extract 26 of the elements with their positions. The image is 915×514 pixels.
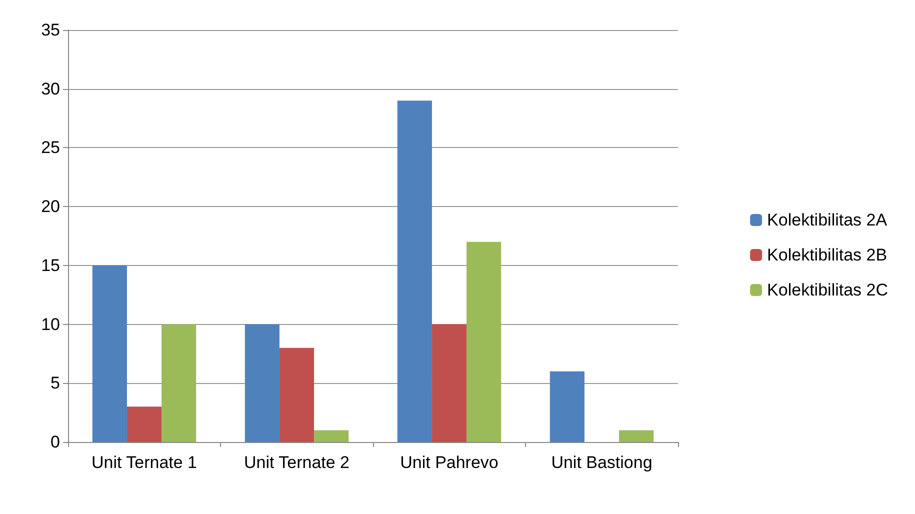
y-tick-label: 15 (41, 256, 60, 275)
bar (550, 371, 584, 442)
bar (126, 406, 162, 442)
bar (397, 100, 432, 442)
y-tick-label: 25 (41, 138, 60, 158)
bar (432, 324, 467, 442)
y-tick-label: 5 (50, 374, 60, 393)
bar (314, 430, 349, 442)
bar (466, 242, 502, 442)
x-tick-label: Unit Bastiong (551, 453, 652, 472)
y-tick-label: 30 (41, 79, 60, 98)
legend-label: Kolektibilitas 2B (767, 246, 888, 264)
bar (162, 324, 196, 442)
y-tick-label: 20 (41, 197, 60, 216)
y-tick-label: 10 (41, 314, 60, 334)
x-tick-label: Unit Ternate 1 (91, 453, 198, 472)
bar (244, 324, 280, 442)
y-tick-label: 35 (41, 20, 60, 40)
x-tick-label: Unit Pahrevo (400, 453, 498, 472)
bar (279, 348, 314, 442)
legend-label: Kolektibilitas 2C (767, 280, 888, 300)
legend-label: Kolektibilitas 2A (767, 210, 888, 230)
bar (619, 430, 654, 442)
x-tick-label: Unit Ternate 2 (244, 453, 350, 472)
y-tick-label: 0 (50, 432, 60, 452)
bar (92, 265, 127, 442)
